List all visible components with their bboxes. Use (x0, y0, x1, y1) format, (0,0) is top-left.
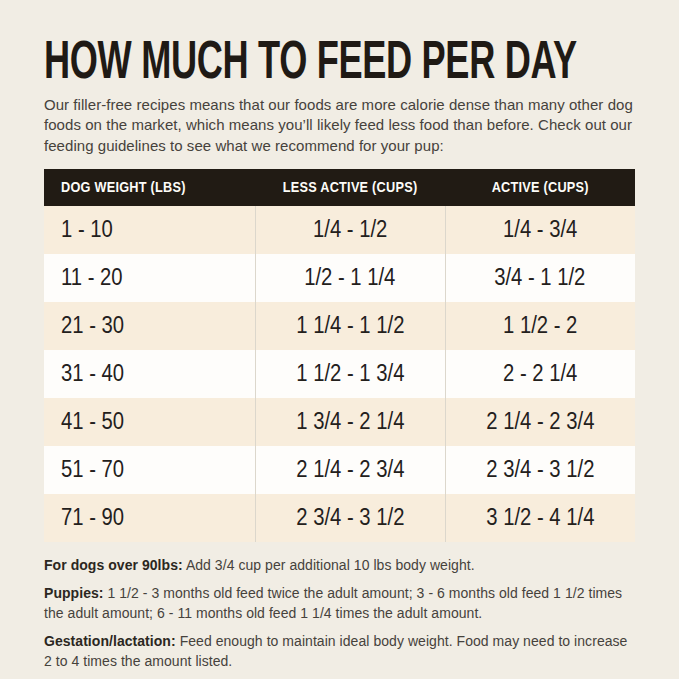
page-title-text: HOW MUCH TO FEED PER DAY (44, 36, 577, 84)
table-cell-active: 3/4 - 1 1/2 (445, 254, 635, 302)
note-over-90lbs: For dogs over 90lbs: Add 3/4 cup per add… (44, 556, 635, 576)
table-cell-less-active: 1/4 - 1/2 (255, 206, 445, 254)
note-puppies: Puppies: 1 1/2 - 3 months old feed twice… (44, 584, 635, 623)
table-cell-less-active: 2 3/4 - 3 1/2 (255, 494, 445, 542)
table-cell-weight: 21 - 30 (44, 302, 255, 350)
note-text: Add 3/4 cup per additional 10 lbs body w… (186, 557, 475, 573)
table-row: 41 - 50 1 3/4 - 2 1/4 2 1/4 - 2 3/4 (44, 398, 635, 446)
intro-text: Our filler-free recipes means that our f… (44, 95, 635, 157)
table-cell-less-active: 1 1/4 - 1 1/2 (255, 302, 445, 350)
table-cell-weight: 31 - 40 (44, 350, 255, 398)
table-cell-active: 2 3/4 - 3 1/2 (445, 446, 635, 494)
page-title: HOW MUCH TO FEED PER DAY (44, 36, 635, 84)
table-row: 31 - 40 1 1/2 - 1 3/4 2 - 2 1/4 (44, 350, 635, 398)
table-cell-active: 1/4 - 3/4 (445, 206, 635, 254)
table-cell-less-active: 2 1/4 - 2 3/4 (255, 446, 445, 494)
table-cell-less-active: 1 1/2 - 1 3/4 (255, 350, 445, 398)
table-cell-active: 1 1/2 - 2 (445, 302, 635, 350)
note-label: For dogs over 90lbs: (44, 557, 183, 573)
table-cell-less-active: 1 3/4 - 2 1/4 (255, 398, 445, 446)
table-cell-less-active: 1/2 - 1 1/4 (255, 254, 445, 302)
table-cell-weight: 11 - 20 (44, 254, 255, 302)
table-row: 11 - 20 1/2 - 1 1/4 3/4 - 1 1/2 (44, 254, 635, 302)
column-header-active: ACTIVE (CUPS) (445, 169, 635, 206)
note-text: 1 1/2 - 3 months old feed twice the adul… (44, 585, 622, 621)
note-label: Puppies: (44, 585, 104, 601)
feeding-guide-page: HOW MUCH TO FEED PER DAY Our filler-free… (0, 0, 679, 679)
table-row: 71 - 90 2 3/4 - 3 1/2 3 1/2 - 4 1/4 (44, 494, 635, 542)
column-header-less-active: LESS ACTIVE (CUPS) (255, 169, 445, 206)
note-gestation-lactation: Gestation/lactation: Feed enough to main… (44, 632, 635, 671)
footnotes: For dogs over 90lbs: Add 3/4 cup per add… (44, 556, 635, 672)
table-cell-weight: 71 - 90 (44, 494, 255, 542)
note-label: Gestation/lactation: (44, 633, 176, 649)
feeding-table: DOG WEIGHT (LBS) LESS ACTIVE (CUPS) ACTI… (44, 169, 635, 542)
table-cell-active: 2 1/4 - 2 3/4 (445, 398, 635, 446)
table-cell-weight: 51 - 70 (44, 446, 255, 494)
table-cell-weight: 1 - 10 (44, 206, 255, 254)
table-row: 1 - 10 1/4 - 1/2 1/4 - 3/4 (44, 206, 635, 254)
table-row: 51 - 70 2 1/4 - 2 3/4 2 3/4 - 3 1/2 (44, 446, 635, 494)
table-cell-active: 3 1/2 - 4 1/4 (445, 494, 635, 542)
table-row: 21 - 30 1 1/4 - 1 1/2 1 1/2 - 2 (44, 302, 635, 350)
column-header-dog-weight: DOG WEIGHT (LBS) (44, 169, 255, 206)
table-header-row: DOG WEIGHT (LBS) LESS ACTIVE (CUPS) ACTI… (44, 169, 635, 206)
table-cell-active: 2 - 2 1/4 (445, 350, 635, 398)
table-cell-weight: 41 - 50 (44, 398, 255, 446)
